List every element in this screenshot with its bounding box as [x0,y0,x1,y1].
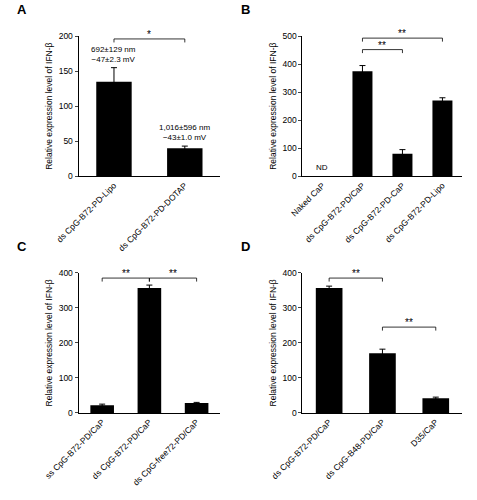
svg-text:A: A [17,2,27,17]
svg-text:200: 200 [283,115,297,125]
svg-text:**: ** [352,268,360,279]
svg-text:D35/CaP: D35/CaP [409,417,441,449]
svg-text:300: 300 [283,303,297,313]
svg-text:ss CpG-B72-PD/CaP: ss CpG-B72-PD/CaP [43,417,107,481]
svg-text:**: ** [405,317,413,328]
svg-text:100: 100 [283,373,297,383]
svg-text:**: ** [169,268,177,279]
svg-text:ds CpG-B72-PD-Lipo: ds CpG-B72-PD-Lipo [55,180,119,244]
svg-text:150: 150 [59,66,73,76]
svg-text:ds CpG-B72-PD-DOTAP: ds CpG-B72-PD-DOTAP [116,180,189,253]
svg-text:400: 400 [283,268,297,278]
svg-text:692±129 nm−47±2.3 mV: 692±129 nm−47±2.3 mV [91,45,136,64]
svg-text:Naked CaP: Naked CaP [289,180,327,218]
svg-text:1,016±596 nm−43±1.0 mV: 1,016±596 nm−43±1.0 mV [159,123,210,142]
svg-text:100: 100 [283,143,297,153]
svg-text:Relative expression level of I: Relative expression level of IFN-β [44,42,54,169]
svg-text:ds CpG-B48-PD/CaP: ds CpG-B48-PD/CaP [323,417,387,481]
svg-text:**: ** [122,268,130,279]
svg-text:C: C [17,239,27,254]
svg-text:400: 400 [283,59,297,69]
svg-text:0: 0 [68,408,73,418]
svg-text:D: D [241,239,250,254]
svg-text:0: 0 [292,408,297,418]
svg-text:300: 300 [59,303,73,313]
svg-text:Relative expression level of I: Relative expression level of IFN-β [44,279,54,406]
svg-text:ND: ND [316,163,328,172]
svg-text:B: B [241,2,250,17]
svg-text:Relative expression level of I: Relative expression level of IFN-β [268,279,278,406]
svg-text:0: 0 [292,171,297,181]
svg-text:**: ** [378,40,386,51]
svg-text:ds CpG-B72-PD/CaP: ds CpG-B72-PD/CaP [270,417,334,481]
svg-text:ds CpG-B72-PD/CaP: ds CpG-B72-PD/CaP [303,180,367,244]
svg-text:200: 200 [59,338,73,348]
svg-text:500: 500 [283,31,297,41]
svg-text:ds CpG-B72-PD-Lipo: ds CpG-B72-PD-Lipo [383,180,447,244]
svg-text:100: 100 [59,101,73,111]
svg-text:0: 0 [68,171,73,181]
svg-text:200: 200 [59,31,73,41]
svg-text:100: 100 [59,373,73,383]
svg-text:*: * [147,29,151,40]
svg-text:200: 200 [283,338,297,348]
svg-text:300: 300 [283,87,297,97]
svg-text:ds CpG-free72-PD/CaP: ds CpG-free72-PD/CaP [131,417,201,487]
svg-text:Relative expression level of I: Relative expression level of IFN-β [268,42,278,169]
svg-text:50: 50 [63,136,73,146]
svg-text:ds CpG-B72-PD/CaP: ds CpG-B72-PD/CaP [90,417,154,481]
svg-text:**: ** [398,28,406,39]
svg-text:ds CpG-B72-PD-CaP: ds CpG-B72-PD-CaP [343,180,407,244]
svg-text:400: 400 [59,268,73,278]
